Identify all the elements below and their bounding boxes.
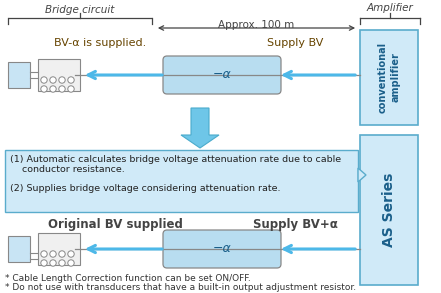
Circle shape <box>68 251 74 257</box>
FancyBboxPatch shape <box>8 236 30 262</box>
Polygon shape <box>181 108 219 148</box>
Circle shape <box>50 77 56 83</box>
Circle shape <box>68 86 74 92</box>
Circle shape <box>59 86 65 92</box>
FancyBboxPatch shape <box>5 150 358 212</box>
Text: * Do not use with transducers that have a built-in output adjustment resistor.: * Do not use with transducers that have … <box>5 283 356 292</box>
Text: −α: −α <box>213 243 232 255</box>
FancyBboxPatch shape <box>38 59 80 91</box>
Text: Original BV supplied: Original BV supplied <box>48 218 183 231</box>
Circle shape <box>41 86 47 92</box>
Text: AS Series: AS Series <box>382 173 396 247</box>
Circle shape <box>50 260 56 266</box>
FancyBboxPatch shape <box>163 230 281 268</box>
Circle shape <box>59 77 65 83</box>
Text: (2) Supplies bridge voltage considering attenuation rate.: (2) Supplies bridge voltage considering … <box>10 184 280 193</box>
FancyBboxPatch shape <box>360 30 418 125</box>
FancyBboxPatch shape <box>360 135 418 285</box>
Text: * Cable Length Correction function can be set ON/OFF.: * Cable Length Correction function can b… <box>5 274 251 283</box>
Circle shape <box>59 260 65 266</box>
Text: Supply BV: Supply BV <box>267 38 323 48</box>
Circle shape <box>68 77 74 83</box>
Text: Bridge circuit: Bridge circuit <box>45 5 115 15</box>
Text: −α: −α <box>213 69 232 81</box>
FancyBboxPatch shape <box>163 56 281 94</box>
Text: (1) Automatic calculates bridge voltage attenuation rate due to cable
    conduc: (1) Automatic calculates bridge voltage … <box>10 155 341 174</box>
Circle shape <box>50 86 56 92</box>
FancyBboxPatch shape <box>38 233 80 265</box>
Circle shape <box>41 260 47 266</box>
Polygon shape <box>358 168 366 182</box>
Text: BV-α is supplied.: BV-α is supplied. <box>54 38 146 48</box>
FancyBboxPatch shape <box>8 62 30 88</box>
Circle shape <box>50 251 56 257</box>
Circle shape <box>41 251 47 257</box>
Circle shape <box>59 251 65 257</box>
Text: Supply BV+α: Supply BV+α <box>253 218 337 231</box>
Text: Approx. 100 m: Approx. 100 m <box>218 20 295 30</box>
Circle shape <box>41 77 47 83</box>
Text: conventional
amplifier: conventional amplifier <box>378 42 400 113</box>
Text: Amplifier: Amplifier <box>366 3 413 13</box>
Circle shape <box>68 260 74 266</box>
